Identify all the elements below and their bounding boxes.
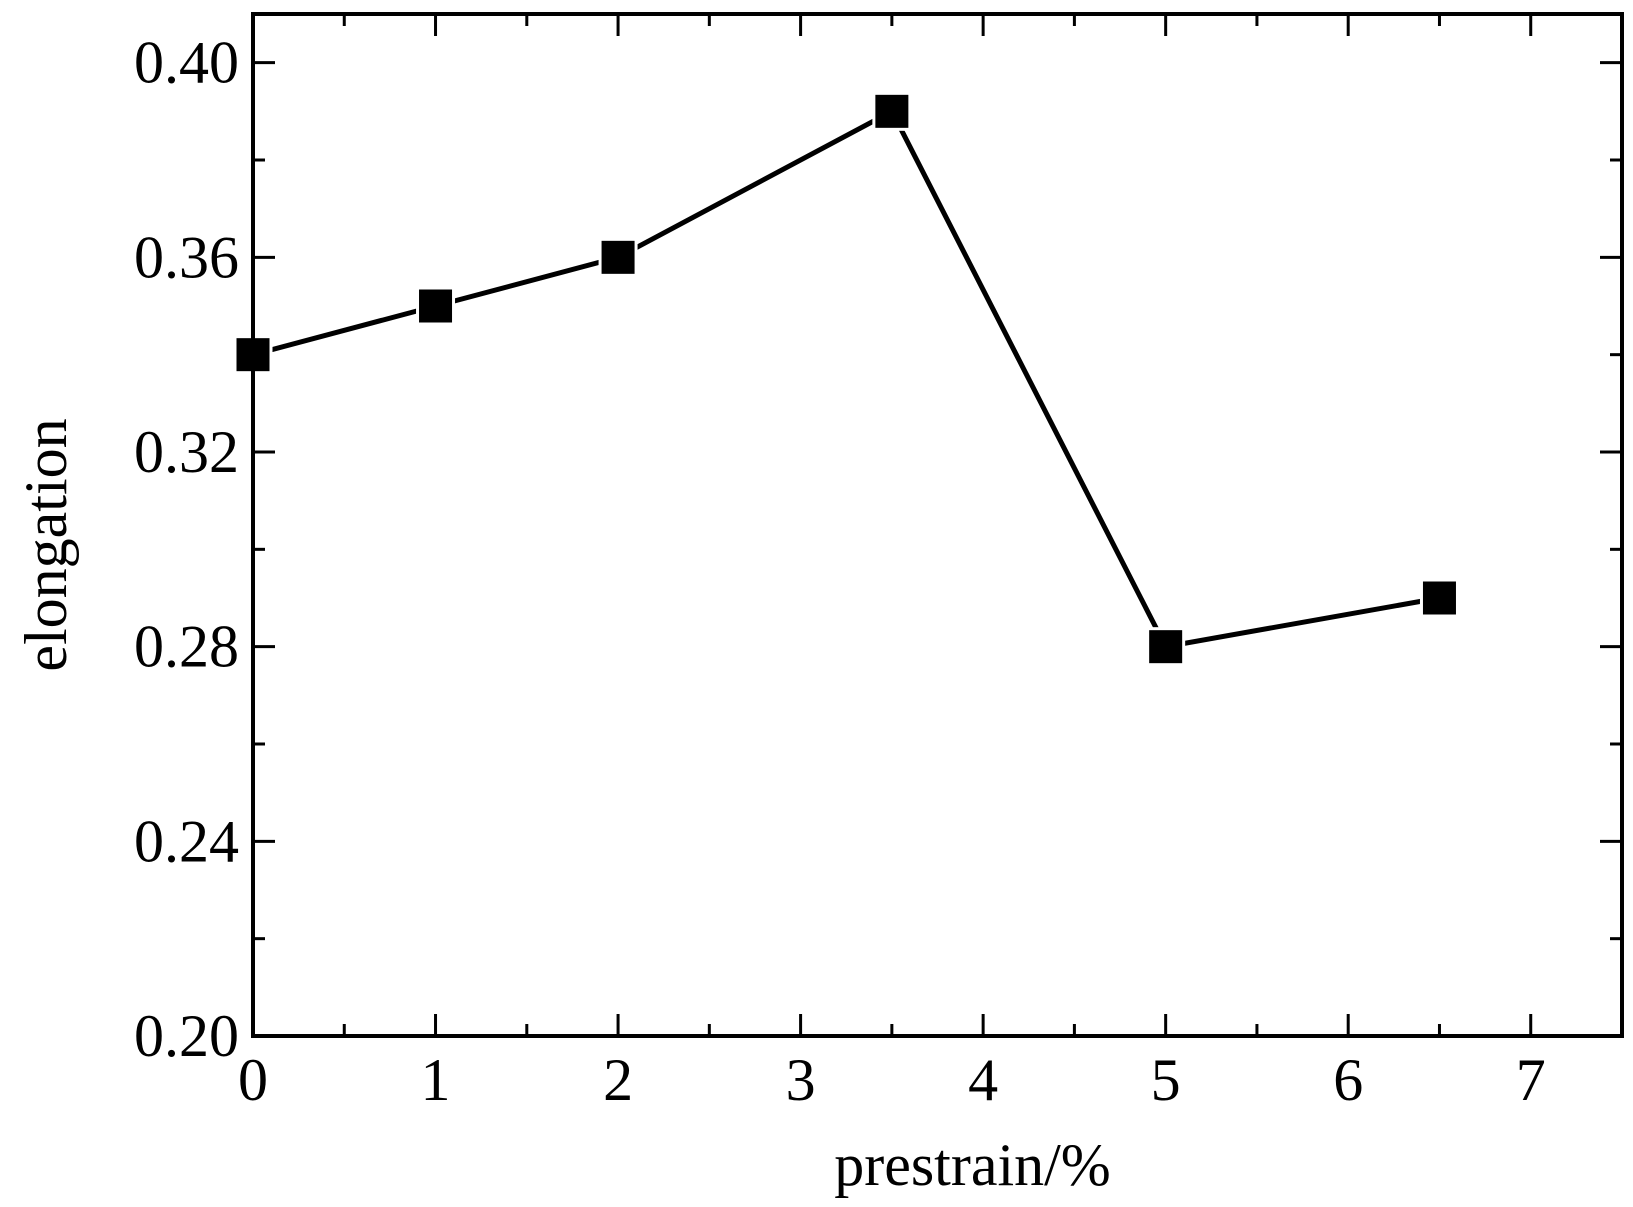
series-layer bbox=[233, 91, 1459, 667]
x-tick-label: 6 bbox=[1333, 1047, 1363, 1113]
y-tick-label: 0.40 bbox=[134, 30, 239, 96]
y-tick-label: 0.20 bbox=[134, 1003, 239, 1069]
x-tick-label: 7 bbox=[1516, 1047, 1546, 1113]
plot-frame bbox=[251, 12, 1624, 1038]
data-point bbox=[1419, 578, 1459, 618]
y-tick-label: 0.32 bbox=[134, 419, 239, 485]
y-tick-label: 0.36 bbox=[134, 224, 239, 290]
tick-labels: 0 1 2 3 4 5 6 7 0.20 0.24 0.28 0.32 0.36 0.40 bbox=[134, 30, 1546, 1113]
x-tick-label: 3 bbox=[786, 1047, 816, 1113]
data-point bbox=[872, 91, 912, 131]
y-axis-title: elongation bbox=[13, 418, 79, 671]
x-axis-title: prestrain/% bbox=[834, 1132, 1111, 1198]
data-point bbox=[598, 237, 638, 277]
x-tick-label: 5 bbox=[1151, 1047, 1181, 1113]
y-tick-label: 0.28 bbox=[134, 614, 239, 680]
minor-ticks bbox=[253, 14, 1622, 1036]
y-tick-label: 0.24 bbox=[134, 808, 239, 874]
major-ticks bbox=[251, 14, 1622, 1038]
data-point bbox=[416, 286, 456, 326]
x-tick-label: 1 bbox=[421, 1047, 451, 1113]
series-line bbox=[252, 107, 1440, 650]
data-point bbox=[1146, 627, 1186, 667]
x-tick-label: 2 bbox=[603, 1047, 633, 1113]
x-tick-label: 0 bbox=[238, 1047, 268, 1113]
x-tick-label: 4 bbox=[968, 1047, 998, 1113]
